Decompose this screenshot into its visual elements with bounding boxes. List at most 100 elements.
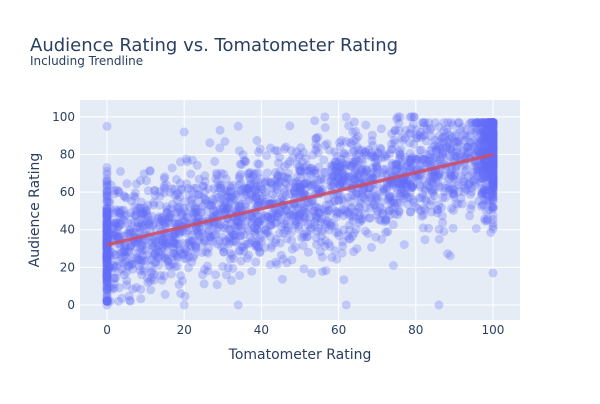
data-point	[488, 143, 498, 153]
data-point	[252, 181, 262, 191]
data-point	[467, 187, 477, 197]
data-point	[246, 179, 255, 189]
data-point	[488, 121, 498, 131]
data-point	[480, 172, 490, 182]
data-point	[350, 191, 360, 201]
data-point	[235, 246, 245, 256]
data-point	[428, 174, 438, 184]
data-point	[488, 179, 498, 189]
data-point	[440, 132, 450, 142]
data-point	[102, 248, 112, 258]
data-point	[329, 178, 339, 188]
data-point	[487, 163, 497, 173]
data-point	[338, 158, 347, 168]
data-point	[357, 154, 366, 164]
data-point	[326, 161, 336, 171]
data-point	[465, 211, 474, 221]
data-point	[295, 184, 305, 194]
data-point	[287, 227, 297, 237]
data-point	[289, 186, 299, 196]
data-point	[143, 212, 153, 222]
data-point	[351, 224, 361, 234]
data-point	[464, 178, 474, 187]
data-point	[488, 170, 498, 180]
data-point	[102, 225, 112, 235]
data-point	[488, 144, 498, 154]
data-point	[271, 176, 281, 186]
data-point	[389, 179, 399, 189]
data-point	[112, 228, 121, 238]
data-point	[144, 219, 154, 229]
data-point	[482, 158, 492, 167]
data-point	[335, 138, 345, 148]
data-point	[477, 174, 487, 184]
data-point	[102, 263, 112, 273]
data-point	[153, 214, 163, 224]
data-point	[105, 252, 115, 262]
data-point	[476, 177, 486, 187]
data-point	[316, 231, 326, 241]
data-point	[487, 118, 496, 128]
data-point	[240, 199, 250, 209]
data-point	[391, 166, 401, 176]
data-point	[234, 246, 244, 255]
data-point	[421, 136, 431, 146]
data-point	[399, 240, 409, 250]
data-point	[267, 180, 277, 190]
data-point	[236, 199, 246, 209]
data-point	[102, 181, 112, 191]
data-point	[117, 293, 127, 303]
data-point	[422, 158, 432, 168]
data-point	[311, 168, 321, 178]
data-point	[186, 195, 196, 205]
data-point	[121, 241, 131, 251]
chart-title: Audience Rating vs. Tomatometer Rating	[30, 35, 398, 56]
data-point	[488, 122, 498, 132]
data-point	[183, 238, 193, 248]
data-point	[129, 242, 139, 252]
data-point	[478, 169, 488, 179]
data-point	[105, 229, 115, 239]
data-point	[413, 155, 423, 165]
data-point	[452, 147, 462, 157]
data-point	[437, 134, 447, 143]
data-point	[236, 169, 245, 179]
data-point	[483, 134, 493, 144]
data-point	[406, 179, 416, 189]
data-point	[488, 161, 498, 171]
data-point	[221, 270, 231, 280]
data-point	[277, 222, 287, 232]
data-point	[335, 141, 345, 151]
data-point	[397, 185, 407, 195]
data-point	[472, 171, 482, 181]
data-point	[283, 225, 293, 235]
data-point	[102, 197, 112, 207]
data-point	[180, 291, 190, 301]
data-point	[228, 180, 238, 190]
data-point	[141, 217, 151, 227]
data-point	[368, 152, 378, 162]
data-point	[422, 180, 432, 190]
data-point	[479, 158, 489, 168]
data-point	[379, 184, 389, 194]
data-point	[488, 194, 498, 204]
data-point	[488, 158, 498, 168]
data-point	[313, 184, 323, 194]
data-point	[199, 279, 209, 289]
data-point	[102, 216, 112, 226]
data-point	[102, 279, 112, 289]
data-point	[488, 160, 498, 170]
data-point	[151, 258, 161, 268]
data-point	[172, 207, 182, 217]
data-point	[403, 179, 413, 189]
data-point	[488, 118, 498, 128]
data-point	[479, 118, 489, 128]
data-point	[160, 239, 170, 249]
data-point	[320, 241, 330, 251]
data-point	[279, 184, 289, 194]
data-point	[307, 181, 317, 191]
data-point	[299, 179, 308, 189]
data-point	[162, 238, 171, 248]
data-point	[451, 131, 460, 141]
data-point	[449, 184, 459, 194]
